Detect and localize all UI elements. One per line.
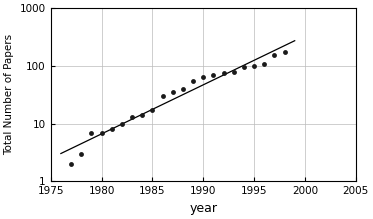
X-axis label: year: year [189,202,217,215]
Y-axis label: Total Number of Papers: Total Number of Papers [4,34,14,155]
